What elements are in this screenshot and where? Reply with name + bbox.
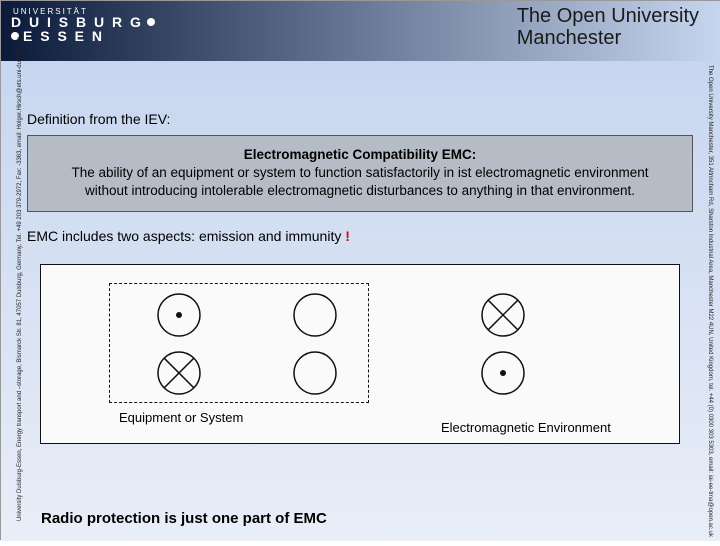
university-logo: UNIVERSITÄT D U I S B U R G E S S E N [11,7,161,55]
emission-symbol-icon [157,293,201,337]
definition-box: Electromagnetic Compatibility EMC: The a… [27,135,693,212]
environment-label: Electromagnetic Environment [441,420,611,435]
partner-line-2: Manchester [517,27,699,49]
footer-contact-right: The Open University Manchester, 351 Altr… [707,65,713,537]
body-area: Definition from the IEV: Electromagnetic… [27,111,693,444]
aspects-text: EMC includes two aspects: emission and i… [27,228,345,244]
immunity-symbol-icon [157,351,201,395]
open-symbol-icon [293,351,337,395]
footer-contact-left: University Duisburg-Essen, Energy transp… [17,36,23,521]
exclamation-icon: ! [345,228,350,244]
definition-line-3: without introducing intolerable electrom… [42,182,678,200]
emission-symbol-icon [481,351,525,395]
emc-diagram: Equipment or System Electromagnetic Envi… [40,264,680,444]
partner-line-1: The Open University [517,5,699,27]
logo-dot-icon [147,18,155,26]
immunity-symbol-icon [481,293,525,337]
logo-city-2: E S S E N [23,28,104,44]
aspects-line: EMC includes two aspects: emission and i… [27,228,693,244]
slide: UNIVERSITÄT D U I S B U R G E S S E N Th… [0,0,720,540]
definition-label: Definition from the IEV: [27,111,693,127]
definition-line-2: The ability of an equipment or system to… [42,164,678,182]
partner-title: The Open University Manchester [517,5,699,49]
definition-line-1: Electromagnetic Compatibility EMC: [42,146,678,164]
bottom-statement: Radio protection is just one part of EMC [41,510,327,527]
header-band: UNIVERSITÄT D U I S B U R G E S S E N Th… [1,1,719,61]
equipment-label: Equipment or System [119,410,243,425]
open-symbol-icon [293,293,337,337]
